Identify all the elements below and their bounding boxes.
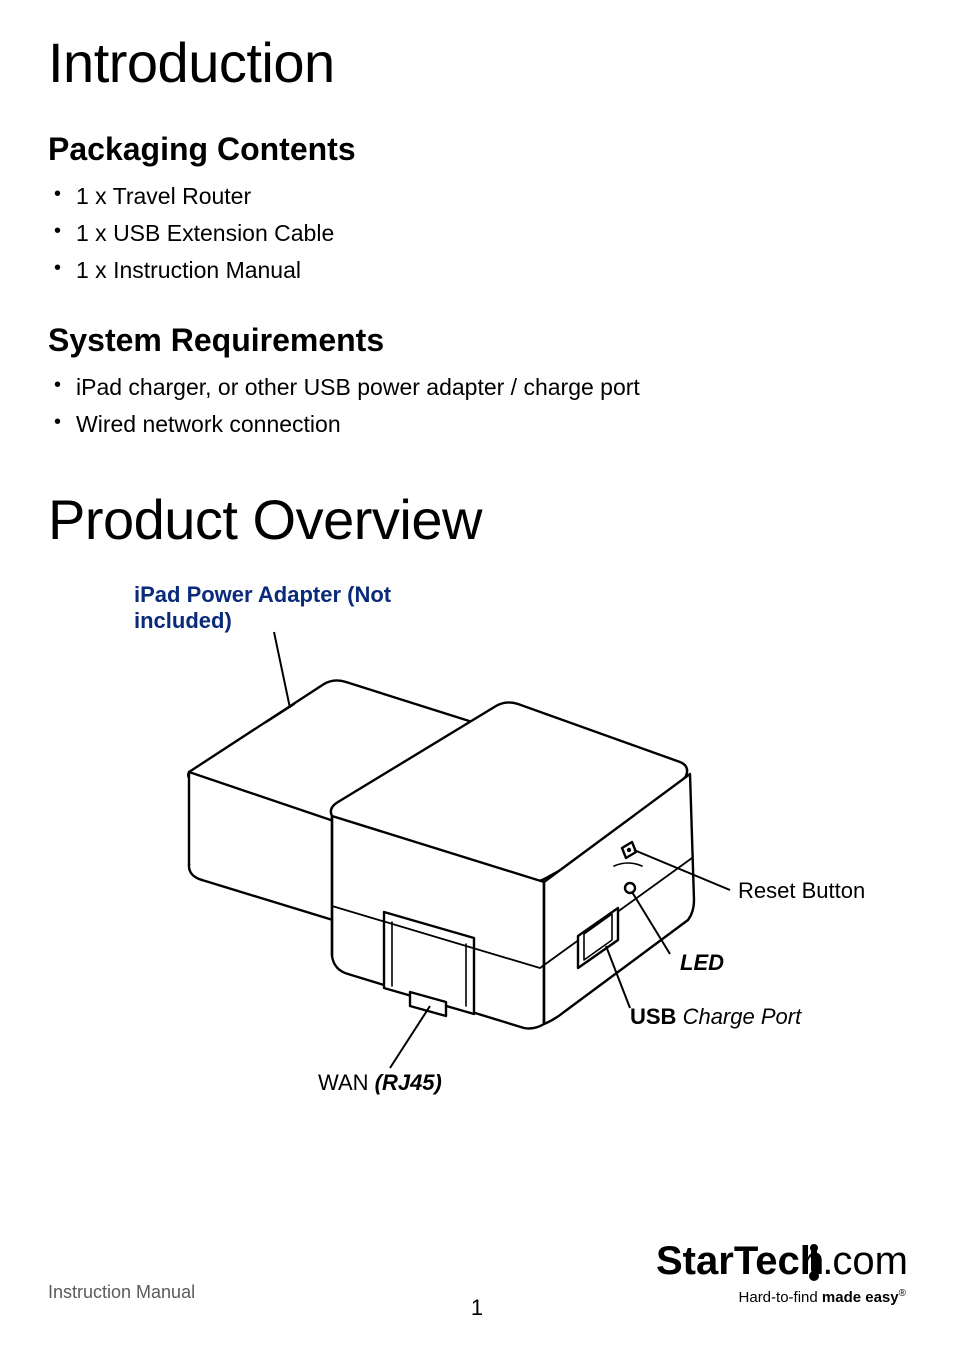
heading-packaging-contents: Packaging Contents (48, 131, 906, 168)
label-ipad-adapter-line1: iPad Power Adapter (Not (134, 582, 392, 607)
startech-logo-svg: StarTech.com Hard-to-find made easy® (656, 1234, 906, 1312)
list-item: 1 x Travel Router (74, 178, 906, 215)
label-reset-button: Reset Button (738, 878, 865, 903)
list-packaging-contents: 1 x Travel Router 1 x USB Extension Cabl… (48, 178, 906, 288)
page-footer: Instruction Manual 1 StarTech.com Hard-t… (48, 1213, 906, 1303)
footer-logo: StarTech.com Hard-to-find made easy® (656, 1234, 906, 1317)
label-usb-charge-port: USB Charge Port (630, 1004, 802, 1029)
heading-product-overview: Product Overview (48, 487, 906, 552)
label-led: LED (680, 950, 724, 975)
list-item: Wired network connection (74, 406, 906, 443)
svg-text:StarTech.com: StarTech.com (656, 1239, 906, 1283)
heading-introduction: Introduction (48, 30, 906, 95)
list-system-requirements: iPad charger, or other USB power adapter… (48, 369, 906, 443)
list-item: iPad charger, or other USB power adapter… (74, 369, 906, 406)
label-wan-rj45: WAN (RJ45) (318, 1070, 442, 1095)
list-item: 1 x USB Extension Cable (74, 215, 906, 252)
svg-text:Hard-to-find made easy®: Hard-to-find made easy® (739, 1288, 906, 1306)
heading-system-requirements: System Requirements (48, 322, 906, 359)
product-diagram: iPad Power Adapter (Not included) (94, 576, 906, 1126)
label-ipad-adapter-line2: included) (134, 608, 232, 633)
product-diagram-svg: iPad Power Adapter (Not included) (94, 576, 894, 1126)
list-item: 1 x Instruction Manual (74, 252, 906, 289)
